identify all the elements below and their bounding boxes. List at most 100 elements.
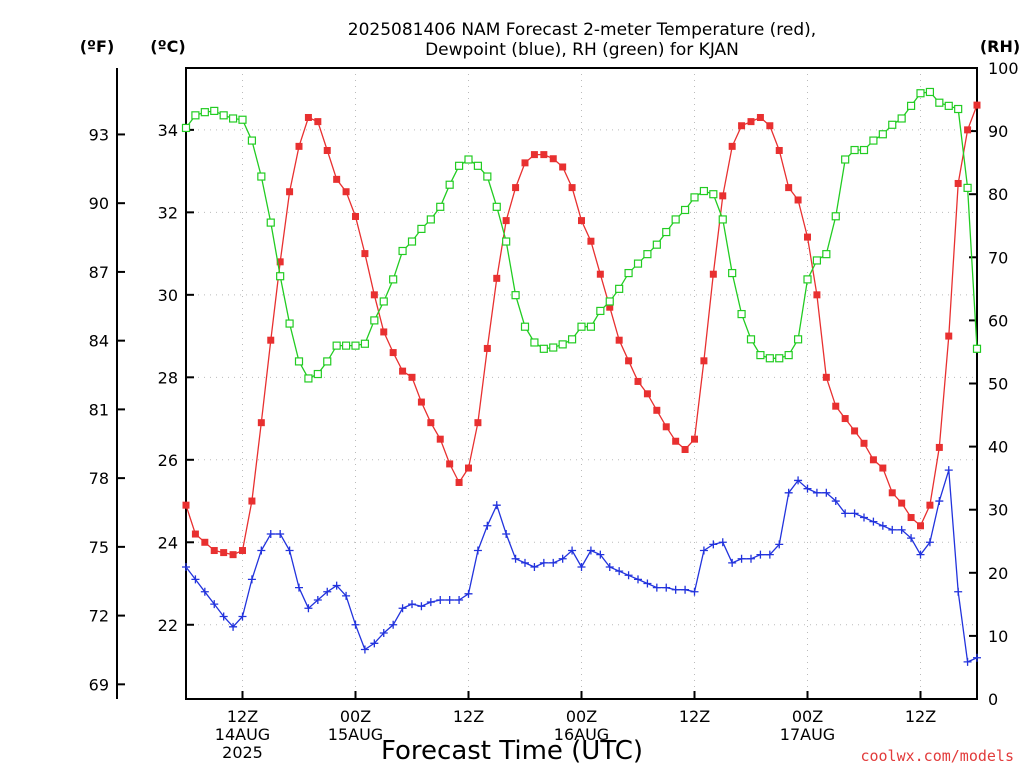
x-tick-label: 12Z [905,707,936,726]
rh-tick-label: 40 [988,438,1008,457]
rh-point [746,335,756,344]
temperature-point [295,142,303,150]
rh-point [483,172,492,181]
dewpoint-point [200,587,209,596]
rh-point [341,341,351,350]
temperature-point [361,250,369,258]
x-tick-label: 00Z [792,707,823,726]
temperature-point [229,551,237,559]
temperature-point [832,402,840,410]
temperature-point [399,367,407,375]
temperature-point [446,460,454,468]
rh-point [502,237,511,246]
dewpoint-point [643,579,652,588]
temperature-point [681,445,689,453]
rh-point [511,291,520,300]
temperature-point [408,373,416,381]
rh-tick-label: 30 [988,501,1008,520]
dewpoint-point [765,550,774,559]
rh-tick-label: 100 [988,59,1019,78]
rh-point [850,145,859,155]
dewpoint-point [342,591,351,600]
temperature-point [370,291,378,299]
dewpoint-point [229,622,238,631]
rh-point [643,250,652,259]
dewpoint-point [370,639,379,648]
rh-point [586,322,596,331]
rh-point [219,111,228,120]
dewpoint-point [257,546,266,555]
temperature-point [653,406,661,414]
x-tick-label: 14AUG [215,725,270,744]
temperature-point [869,456,877,464]
temperature-point [945,332,953,340]
rh-point [812,256,822,265]
fahrenheit-tick-label: 84 [89,332,109,351]
rh-point [323,357,332,366]
rh-tick-label: 0 [988,690,998,709]
rh-point [822,250,831,259]
rh-point [709,190,718,199]
rh-point [181,123,191,133]
dewpoint-point [511,554,520,563]
rh-point [238,115,247,124]
temperature-point [257,419,265,427]
axes [116,67,978,700]
series-layer [181,87,982,666]
dewpoint-point [615,567,624,576]
rh-point [539,344,548,353]
dewpoint-point [332,581,341,590]
rh-point [351,341,360,350]
rh-point [803,275,812,284]
temperature-point [380,328,388,336]
celsius-tick-label: 22 [158,616,178,635]
rh-point [944,101,953,110]
temperature-point [493,274,501,282]
x-tick-label: 12Z [453,707,484,726]
temperature-point [549,155,557,163]
rh-point [276,272,285,281]
dewpoint-point [652,583,661,592]
temperature-point [728,142,736,150]
rh-point [294,357,304,366]
rh-point [389,275,398,284]
temperature-point [276,258,284,266]
dewpoint-point [323,587,332,596]
rh-point [577,322,586,331]
rh-point [360,339,370,348]
fahrenheit-tick-label: 72 [89,607,109,626]
rh-point [304,374,313,383]
rh-tick-label: 90 [988,122,1008,141]
dewpoint-point [662,583,671,592]
x-tick-label: 12Z [227,707,258,726]
dewpoint-point [973,653,981,662]
rh-point [285,319,294,328]
x-tick-label: 00Z [340,707,371,726]
dewpoint-point [502,530,511,539]
temperature-point [672,437,680,445]
rh-point [407,237,417,246]
dewpoint-point [737,554,746,563]
dewpoint-point [699,546,708,555]
temperature-point [333,175,341,183]
temperature-point [691,435,698,443]
chart-title-line1: 2025081406 NAM Forecast 2-meter Temperat… [348,20,816,40]
dewpoint-point [219,612,228,621]
temperature-point [804,233,811,241]
temperature-point [455,478,463,486]
rh-point [906,101,916,110]
temperature-point [935,443,943,451]
rh-point [473,161,483,170]
rh-point [765,354,774,363]
temperature-point [220,549,228,557]
x-tick-label: 12Z [679,707,710,726]
temperature-point [512,184,520,192]
dewpoint-point [916,550,925,559]
temperature-point [587,237,595,245]
rh-point [897,114,906,123]
celsius-tick-label: 28 [158,368,178,387]
rh-point [793,335,803,344]
temperature-point [465,464,472,472]
temperature-point [954,179,962,187]
dewpoint-point [483,521,492,530]
